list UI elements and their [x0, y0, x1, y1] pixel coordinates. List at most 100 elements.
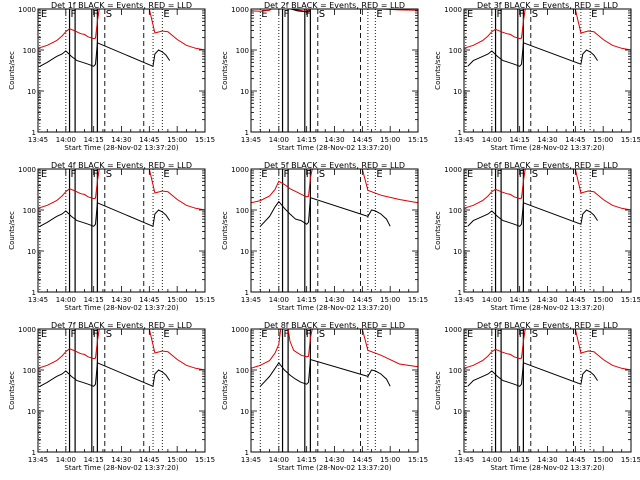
flag-label: S — [106, 169, 112, 180]
x-tick-label: 13:45 — [241, 136, 261, 144]
y-tick-label: 10 — [453, 248, 462, 256]
flag-label: E — [261, 169, 267, 180]
flag-label: E — [163, 329, 169, 340]
flag-label: E — [467, 169, 473, 180]
flag-label: E — [41, 329, 47, 340]
lld-series-line — [464, 169, 631, 211]
x-tick-label: 14:45 — [565, 456, 585, 464]
flag-label: E — [591, 9, 597, 20]
flag-label: E — [591, 169, 597, 180]
x-tick-label: 14:00 — [482, 456, 502, 464]
plot-frame — [37, 328, 206, 453]
y-axis-label: Counts/sec — [434, 211, 442, 250]
x-tick-label: 14:30 — [111, 296, 131, 304]
chart-title: Det 1f BLACK = Events, RED = LLD — [51, 1, 192, 10]
flag-label: E — [163, 9, 169, 20]
x-tick-label: 15:15 — [195, 296, 215, 304]
flag-label: S — [106, 9, 112, 20]
y-tick-label: 1 — [245, 289, 249, 297]
lld-series-line — [251, 169, 418, 204]
x-tick-label: 13:45 — [454, 296, 474, 304]
flag-label: F — [71, 169, 77, 180]
plot-frame — [37, 8, 206, 133]
y-tick-label: 10 — [27, 88, 36, 96]
y-tick-label: 1000 — [444, 166, 462, 174]
x-tick-label: 15:15 — [621, 296, 640, 304]
y-tick-label: 100 — [23, 367, 36, 375]
flag-label: F — [497, 329, 503, 340]
x-axis-label: Start Time (28-Nov-02 13:37:20) — [64, 464, 178, 472]
flag-label: S — [532, 329, 538, 340]
y-tick-label: 100 — [449, 207, 462, 215]
x-tick-label: 14:45 — [352, 136, 372, 144]
x-tick-label: 14:45 — [139, 136, 159, 144]
plot-frame — [463, 168, 632, 293]
y-tick-label: 1000 — [444, 326, 462, 334]
events-series-line — [467, 202, 599, 227]
flag-label: F — [519, 169, 525, 180]
y-tick-label: 1 — [458, 289, 462, 297]
y-tick-label: 1000 — [231, 166, 249, 174]
y-tick-label: 10 — [453, 88, 462, 96]
y-axis-label: Counts/sec — [8, 211, 16, 250]
flag-label: E — [467, 329, 473, 340]
lld-series-line — [38, 169, 205, 211]
y-tick-label: 10 — [240, 88, 249, 96]
x-tick-label: 14:00 — [269, 136, 289, 144]
chart-title: Det 8f BLACK = Events, RED = LLD — [264, 321, 405, 330]
x-axis-label: Start Time (28-Nov-02 13:37:20) — [277, 144, 391, 152]
events-series-line — [289, 9, 311, 13]
flag-label: F — [497, 9, 503, 20]
y-tick-label: 100 — [23, 47, 36, 55]
x-tick-label: 13:45 — [28, 296, 48, 304]
x-tick-label: 14:15 — [84, 456, 104, 464]
flag-label: S — [532, 9, 538, 20]
plot-frame — [37, 168, 206, 293]
x-tick-label: 14:00 — [56, 296, 76, 304]
plot-frame — [250, 328, 419, 453]
x-tick-label: 14:15 — [510, 296, 530, 304]
x-tick-label: 15:00 — [167, 136, 187, 144]
x-tick-label: 14:30 — [324, 296, 344, 304]
y-tick-label: 100 — [449, 47, 462, 55]
x-tick-label: 15:00 — [380, 456, 400, 464]
x-tick-label: 13:45 — [241, 296, 261, 304]
y-axis-label: Counts/sec — [8, 51, 16, 90]
y-tick-label: 10 — [27, 408, 36, 416]
x-tick-label: 13:45 — [28, 136, 48, 144]
x-tick-label: 14:45 — [352, 296, 372, 304]
flag-label: F — [93, 9, 99, 20]
chart-title: Det 9f BLACK = Events, RED = LLD — [477, 321, 618, 330]
flag-label: S — [106, 329, 112, 340]
y-axis-label: Counts/sec — [221, 211, 229, 250]
events-series-line — [259, 358, 391, 387]
chart-title: Det 3f BLACK = Events, RED = LLD — [477, 1, 618, 10]
flag-label: F — [306, 169, 312, 180]
x-tick-label: 15:15 — [408, 296, 428, 304]
x-tick-label: 15:15 — [408, 136, 428, 144]
y-tick-label: 1 — [458, 449, 462, 457]
flag-label: F — [284, 9, 290, 20]
x-tick-label: 15:00 — [380, 136, 400, 144]
x-tick-label: 15:00 — [380, 296, 400, 304]
y-tick-label: 100 — [23, 207, 36, 215]
flag-label: F — [93, 329, 99, 340]
y-tick-label: 1 — [245, 449, 249, 457]
y-tick-label: 100 — [236, 207, 249, 215]
chart-title: Det 6f BLACK = Events, RED = LLD — [477, 161, 618, 170]
flag-label: F — [93, 169, 99, 180]
flag-label: F — [306, 329, 312, 340]
y-tick-label: 1 — [458, 129, 462, 137]
y-tick-label: 10 — [453, 408, 462, 416]
flag-label: E — [41, 169, 47, 180]
flag-label: E — [163, 169, 169, 180]
x-tick-label: 13:45 — [241, 456, 261, 464]
x-tick-label: 14:00 — [482, 296, 502, 304]
x-tick-label: 15:00 — [593, 136, 613, 144]
flag-label: F — [284, 169, 290, 180]
lld-series-line — [251, 9, 418, 12]
y-tick-label: 100 — [236, 367, 249, 375]
events-series-line — [259, 197, 391, 227]
